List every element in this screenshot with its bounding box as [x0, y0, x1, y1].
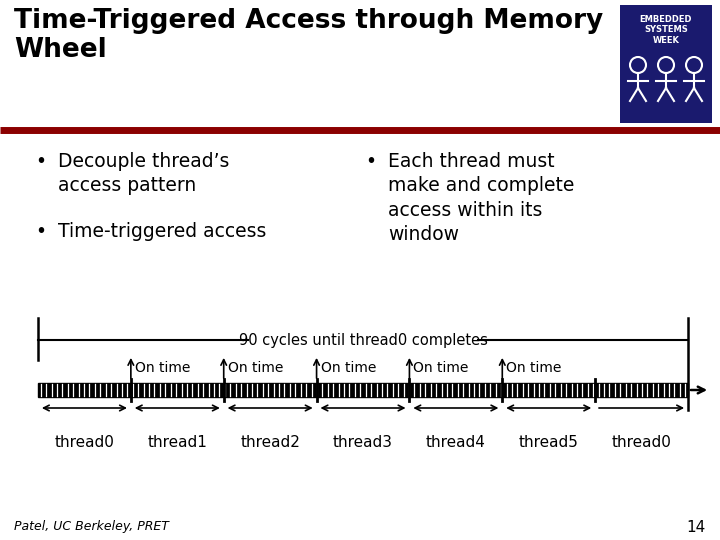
Text: 14: 14 [687, 520, 706, 535]
Text: thread5: thread5 [519, 435, 579, 450]
Text: thread2: thread2 [240, 435, 300, 450]
Text: On time: On time [413, 361, 469, 375]
Text: Patel, UC Berkeley, PRET: Patel, UC Berkeley, PRET [14, 520, 169, 533]
Text: Each thread must
make and complete
access within its
window: Each thread must make and complete acces… [388, 152, 575, 244]
Text: •: • [365, 152, 376, 171]
Text: thread0: thread0 [611, 435, 672, 450]
Text: •: • [35, 222, 46, 241]
Bar [620, 5, 712, 123]
Text: 90 cycles until thread0 completes: 90 cycles until thread0 completes [238, 333, 487, 348]
Text: thread0: thread0 [55, 435, 114, 450]
Text: thread3: thread3 [333, 435, 393, 450]
Text: Decouple thread’s
access pattern: Decouple thread’s access pattern [58, 152, 230, 195]
Text: Time-triggered access: Time-triggered access [58, 222, 266, 241]
Text: On time: On time [506, 361, 562, 375]
Text: EMBEDDED
SYSTEMS
WEEK: EMBEDDED SYSTEMS WEEK [640, 15, 692, 45]
Text: On time: On time [135, 361, 190, 375]
Text: thread4: thread4 [426, 435, 486, 450]
Bar [38, 383, 688, 397]
Text: Time-Triggered Access through Memory
Wheel: Time-Triggered Access through Memory Whe… [14, 8, 603, 63]
Text: •: • [35, 152, 46, 171]
Text: On time: On time [320, 361, 376, 375]
Text: thread1: thread1 [148, 435, 207, 450]
Text: On time: On time [228, 361, 283, 375]
